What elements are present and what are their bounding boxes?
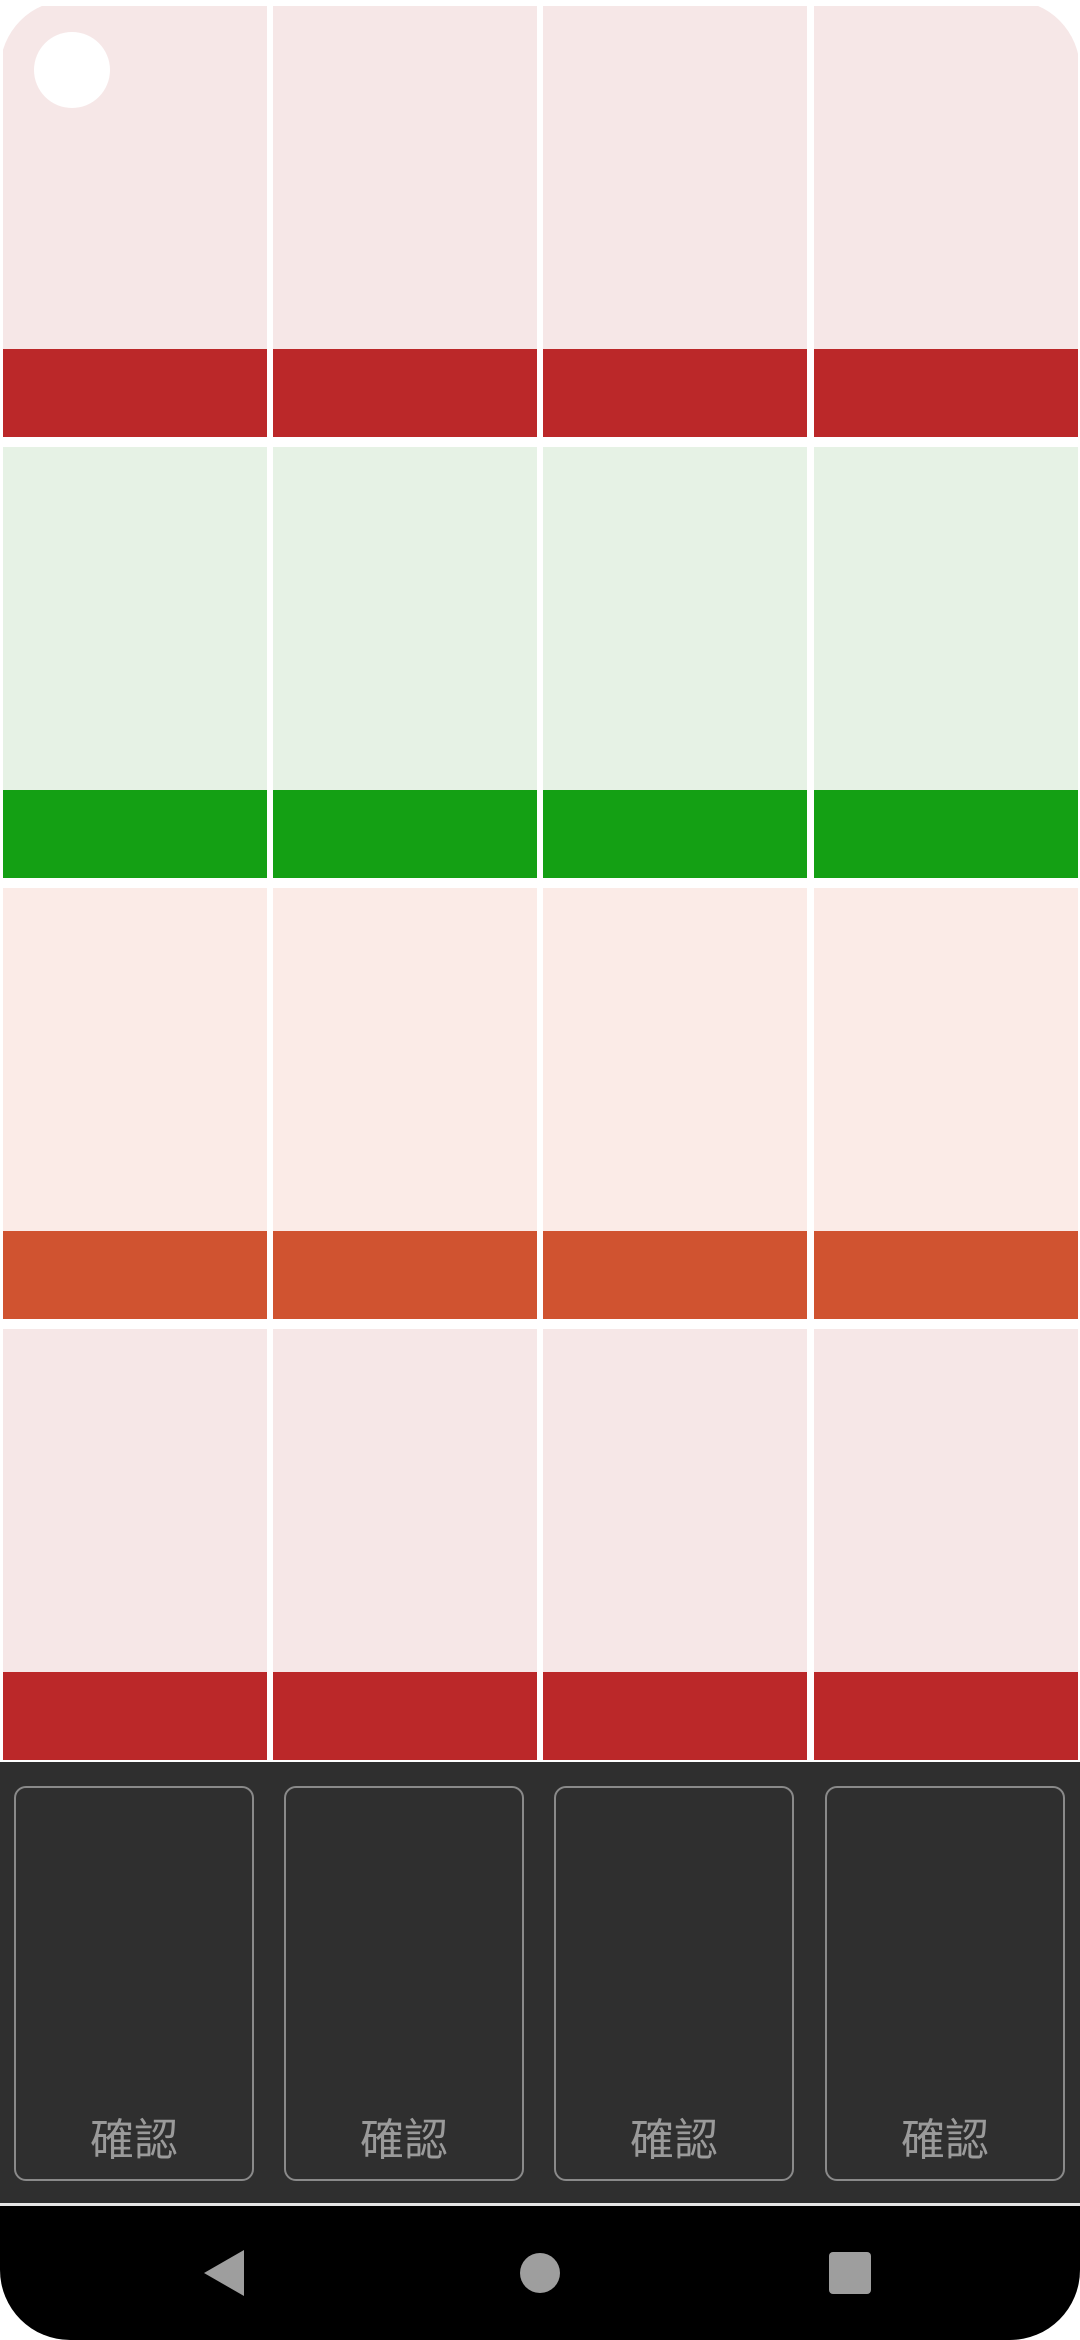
grid-row-green <box>3 447 1078 878</box>
cell-color-strip <box>543 1231 807 1319</box>
cell-light-area <box>273 1329 537 1672</box>
cell-color-strip <box>814 790 1078 878</box>
confirm-card-1[interactable]: 確認 <box>14 1786 254 2181</box>
home-circle-icon <box>520 2253 560 2293</box>
back-triangle-icon <box>204 2250 244 2296</box>
cell-color-strip <box>3 349 267 437</box>
panel-divider <box>0 2203 1080 2206</box>
home-button[interactable] <box>495 2228 585 2318</box>
cell-light-area <box>814 1329 1078 1672</box>
confirm-label: 確認 <box>360 2115 448 2166</box>
grid-cell[interactable] <box>814 447 1078 878</box>
cell-light-area <box>543 6 807 349</box>
cell-color-strip <box>273 790 537 878</box>
confirm-label: 確認 <box>90 2115 178 2166</box>
cell-color-strip <box>543 1672 807 1760</box>
grid-row-red-1 <box>3 6 1078 437</box>
cell-light-area <box>273 447 537 790</box>
cell-light-area <box>273 888 537 1231</box>
grid-cell[interactable] <box>543 888 807 1319</box>
cell-color-strip <box>273 1231 537 1319</box>
grid-cell[interactable] <box>273 447 537 878</box>
cell-light-area <box>273 6 537 349</box>
grid-cell[interactable] <box>273 6 537 437</box>
grid-cell[interactable] <box>3 6 267 437</box>
confirm-label: 確認 <box>630 2115 718 2166</box>
confirm-card-2[interactable]: 確認 <box>284 1786 524 2181</box>
cell-light-area <box>814 447 1078 790</box>
cell-light-area <box>543 1329 807 1672</box>
confirm-card-3[interactable]: 確認 <box>554 1786 794 2181</box>
grid-cell[interactable] <box>3 888 267 1319</box>
cell-light-area <box>543 888 807 1231</box>
grid-cell[interactable] <box>3 1329 267 1760</box>
confirm-panel: 確認 確認 確認 確認 <box>0 1762 1080 2204</box>
grid-cell[interactable] <box>814 6 1078 437</box>
cell-color-strip <box>3 790 267 878</box>
grid-cell[interactable] <box>273 1329 537 1760</box>
cell-color-strip <box>273 349 537 437</box>
cell-light-area <box>814 888 1078 1231</box>
grid-cell[interactable] <box>543 6 807 437</box>
grid-cell[interactable] <box>814 888 1078 1319</box>
color-grid <box>3 6 1078 1760</box>
cell-light-area <box>543 447 807 790</box>
front-camera-cutout <box>34 32 110 108</box>
confirm-label: 確認 <box>901 2115 989 2166</box>
recents-button[interactable] <box>805 2228 895 2318</box>
back-button[interactable] <box>180 2228 270 2318</box>
navigation-bar <box>0 2206 1080 2340</box>
confirm-card-4[interactable]: 確認 <box>825 1786 1065 2181</box>
grid-row-red-2 <box>3 1329 1078 1760</box>
cell-color-strip <box>814 1231 1078 1319</box>
cell-color-strip <box>814 349 1078 437</box>
cell-color-strip <box>814 1672 1078 1760</box>
grid-cell[interactable] <box>814 1329 1078 1760</box>
cell-color-strip <box>273 1672 537 1760</box>
grid-cell[interactable] <box>543 447 807 878</box>
grid-row-orange <box>3 888 1078 1319</box>
cell-color-strip <box>543 349 807 437</box>
grid-cell[interactable] <box>3 447 267 878</box>
grid-cell[interactable] <box>273 888 537 1319</box>
grid-cell[interactable] <box>543 1329 807 1760</box>
cell-light-area <box>3 888 267 1231</box>
cell-light-area <box>3 1329 267 1672</box>
cell-color-strip <box>3 1672 267 1760</box>
cell-color-strip <box>3 1231 267 1319</box>
recents-square-icon <box>829 2252 871 2294</box>
cell-color-strip <box>543 790 807 878</box>
cell-light-area <box>814 6 1078 349</box>
cell-light-area <box>3 447 267 790</box>
